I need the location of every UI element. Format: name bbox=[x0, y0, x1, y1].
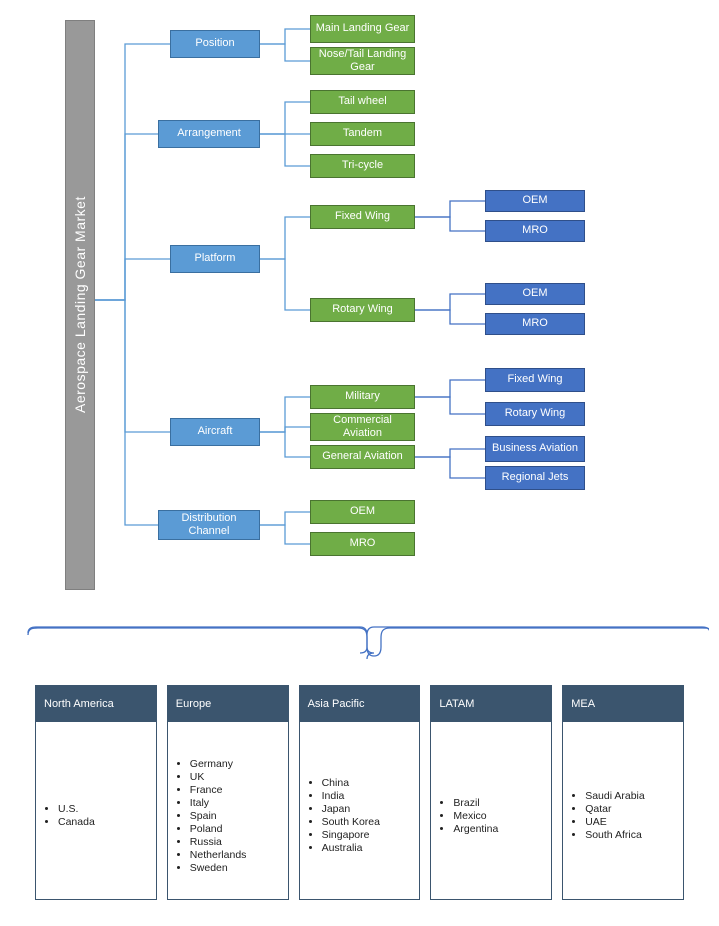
region-item: Russia bbox=[190, 836, 247, 848]
region-item: UAE bbox=[585, 816, 645, 828]
node-platform: Platform bbox=[170, 245, 260, 273]
region-item: Spain bbox=[190, 810, 247, 822]
region-body: BrazilMexicoArgentina bbox=[431, 722, 551, 899]
region-item: Sweden bbox=[190, 862, 247, 874]
region-north-america: North AmericaU.S.Canada bbox=[35, 685, 157, 900]
region-item: Mexico bbox=[453, 810, 498, 822]
region-item: U.S. bbox=[58, 803, 95, 815]
region-header: LATAM bbox=[431, 686, 551, 722]
region-item: Italy bbox=[190, 797, 247, 809]
region-item: Netherlands bbox=[190, 849, 247, 861]
node-oem2: OEM bbox=[485, 283, 585, 305]
node-tandem: Tandem bbox=[310, 122, 415, 146]
region-item: Singapore bbox=[322, 829, 380, 841]
node-arrangement: Arrangement bbox=[158, 120, 260, 148]
region-item: South Korea bbox=[322, 816, 380, 828]
node-fixed_wing_p: Fixed Wing bbox=[310, 205, 415, 229]
node-nose_lg: Nose/Tail Landing Gear bbox=[310, 47, 415, 75]
regions-row: North AmericaU.S.CanadaEuropeGermanyUKFr… bbox=[10, 685, 709, 900]
region-item: France bbox=[190, 784, 247, 796]
node-military: Military bbox=[310, 385, 415, 409]
region-europe: EuropeGermanyUKFranceItalySpainPolandRus… bbox=[167, 685, 289, 900]
region-header: North America bbox=[36, 686, 156, 722]
region-item: Poland bbox=[190, 823, 247, 835]
region-header: Asia Pacific bbox=[300, 686, 420, 722]
tree-diagram: Aerospace Landing Gear Market Position Ma… bbox=[10, 10, 709, 630]
region-item: Brazil bbox=[453, 797, 498, 809]
node-regional: Regional Jets bbox=[485, 466, 585, 490]
node-fixed_wing_a: Fixed Wing bbox=[485, 368, 585, 392]
region-body: GermanyUKFranceItalySpainPolandRussiaNet… bbox=[168, 722, 288, 899]
node-business: Business Aviation bbox=[485, 436, 585, 462]
node-aircraft: Aircraft bbox=[170, 418, 260, 446]
node-general: General Aviation bbox=[310, 445, 415, 469]
region-asia-pacific: Asia PacificChinaIndiaJapanSouth KoreaSi… bbox=[299, 685, 421, 900]
node-dist_channel: Distribution Channel bbox=[158, 510, 260, 540]
region-header: Europe bbox=[168, 686, 288, 722]
node-main_lg: Main Landing Gear bbox=[310, 15, 415, 43]
node-rotary_wing_a: Rotary Wing bbox=[485, 402, 585, 426]
region-body: U.S.Canada bbox=[36, 722, 156, 899]
region-item: Germany bbox=[190, 758, 247, 770]
bracket-svg bbox=[10, 625, 709, 685]
node-mro1: MRO bbox=[485, 220, 585, 242]
node-oem1: OEM bbox=[485, 190, 585, 212]
region-item: China bbox=[322, 777, 380, 789]
region-item: Canada bbox=[58, 816, 95, 828]
region-item: India bbox=[322, 790, 380, 802]
region-item: Japan bbox=[322, 803, 380, 815]
bracket bbox=[10, 625, 709, 685]
node-position: Position bbox=[170, 30, 260, 58]
node-tail_wheel: Tail wheel bbox=[310, 90, 415, 114]
region-item: Argentina bbox=[453, 823, 498, 835]
region-body: Saudi ArabiaQatarUAESouth Africa bbox=[563, 722, 683, 899]
node-mro_dc: MRO bbox=[310, 532, 415, 556]
region-mea: MEASaudi ArabiaQatarUAESouth Africa bbox=[562, 685, 684, 900]
region-item: South Africa bbox=[585, 829, 645, 841]
region-body: ChinaIndiaJapanSouth KoreaSingaporeAustr… bbox=[300, 722, 420, 899]
region-header: MEA bbox=[563, 686, 683, 722]
node-rotary_wing_p: Rotary Wing bbox=[310, 298, 415, 322]
node-mro2: MRO bbox=[485, 313, 585, 335]
node-tricycle: Tri-cycle bbox=[310, 154, 415, 178]
region-item: UK bbox=[190, 771, 247, 783]
region-item: Saudi Arabia bbox=[585, 790, 645, 802]
region-item: Qatar bbox=[585, 803, 645, 815]
region-item: Australia bbox=[322, 842, 380, 854]
region-latam: LATAMBrazilMexicoArgentina bbox=[430, 685, 552, 900]
root-node: Aerospace Landing Gear Market bbox=[65, 20, 95, 590]
node-commercial: Commercial Aviation bbox=[310, 413, 415, 441]
node-oem_dc: OEM bbox=[310, 500, 415, 524]
